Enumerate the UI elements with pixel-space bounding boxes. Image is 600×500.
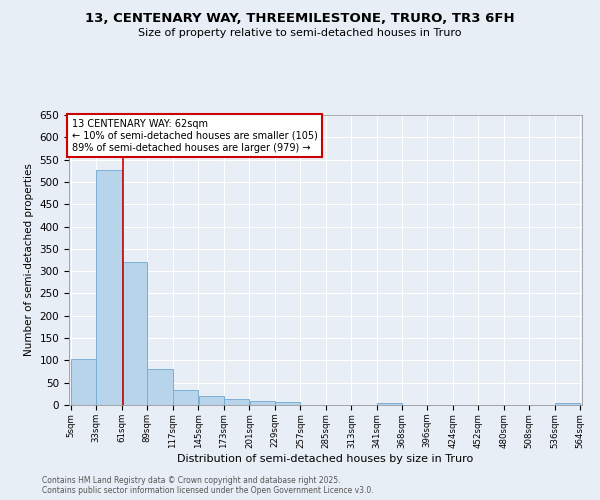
Bar <box>173 390 198 405</box>
Bar <box>224 399 249 405</box>
Bar <box>377 403 403 405</box>
Bar <box>199 396 224 405</box>
Bar <box>148 370 173 405</box>
Text: Contains HM Land Registry data © Crown copyright and database right 2025.
Contai: Contains HM Land Registry data © Crown c… <box>42 476 374 495</box>
Bar <box>555 403 580 405</box>
Bar <box>275 402 301 405</box>
Bar <box>250 400 275 405</box>
Bar <box>122 262 147 405</box>
Bar <box>97 170 122 405</box>
Text: Size of property relative to semi-detached houses in Truro: Size of property relative to semi-detach… <box>138 28 462 38</box>
X-axis label: Distribution of semi-detached houses by size in Truro: Distribution of semi-detached houses by … <box>178 454 473 464</box>
Text: 13 CENTENARY WAY: 62sqm
← 10% of semi-detached houses are smaller (105)
89% of s: 13 CENTENARY WAY: 62sqm ← 10% of semi-de… <box>71 120 317 152</box>
Y-axis label: Number of semi-detached properties: Number of semi-detached properties <box>24 164 34 356</box>
Bar <box>71 359 96 405</box>
Text: 13, CENTENARY WAY, THREEMILESTONE, TRURO, TR3 6FH: 13, CENTENARY WAY, THREEMILESTONE, TRURO… <box>85 12 515 26</box>
